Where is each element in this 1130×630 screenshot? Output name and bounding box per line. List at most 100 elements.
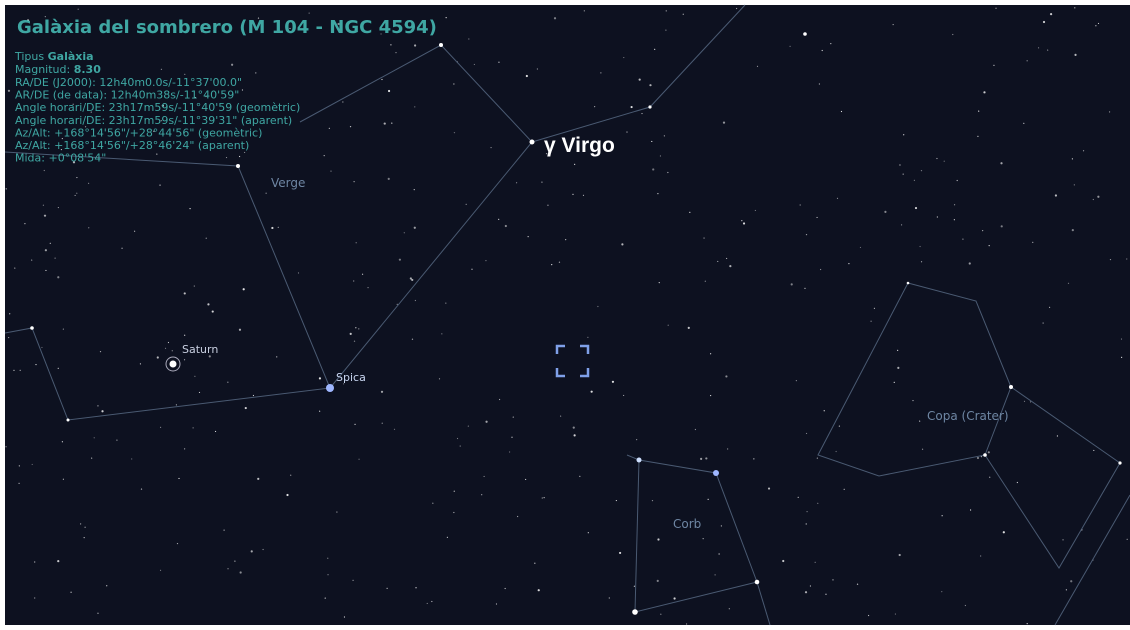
star bbox=[271, 226, 274, 230]
planet-ring bbox=[165, 356, 181, 372]
info-value: 8.30 bbox=[74, 63, 101, 76]
info-line: Magnitud: 8.30 bbox=[15, 63, 101, 76]
star bbox=[707, 498, 709, 500]
star bbox=[91, 457, 93, 459]
star bbox=[1037, 47, 1040, 49]
star bbox=[636, 457, 642, 463]
star bbox=[638, 78, 641, 81]
star bbox=[242, 288, 245, 291]
star bbox=[255, 72, 257, 74]
star bbox=[830, 43, 832, 45]
star bbox=[615, 499, 617, 502]
star bbox=[31, 259, 33, 261]
star bbox=[45, 269, 47, 272]
star bbox=[859, 246, 862, 249]
star bbox=[832, 579, 834, 581]
virgo-line bbox=[299, 44, 533, 389]
star bbox=[227, 568, 229, 570]
star bbox=[941, 515, 943, 517]
star bbox=[160, 68, 163, 70]
info-label: Tipus bbox=[14, 50, 44, 63]
star bbox=[795, 380, 797, 382]
star bbox=[239, 155, 241, 158]
star bbox=[116, 439, 118, 441]
star bbox=[968, 262, 971, 265]
star bbox=[257, 17, 260, 19]
star bbox=[504, 224, 507, 228]
star bbox=[969, 509, 972, 511]
star bbox=[689, 211, 691, 213]
star bbox=[1118, 461, 1122, 465]
star bbox=[184, 334, 186, 336]
star bbox=[665, 10, 667, 12]
star bbox=[717, 260, 719, 263]
star bbox=[541, 497, 543, 499]
star bbox=[964, 604, 966, 607]
star bbox=[324, 597, 326, 599]
star bbox=[131, 458, 133, 460]
star bbox=[741, 220, 743, 222]
star bbox=[99, 351, 102, 353]
star bbox=[700, 457, 703, 460]
star bbox=[565, 239, 567, 241]
star bbox=[42, 204, 45, 206]
star bbox=[756, 65, 759, 67]
star bbox=[936, 216, 938, 218]
star bbox=[76, 192, 78, 194]
star bbox=[244, 151, 246, 154]
star bbox=[241, 89, 244, 91]
star bbox=[805, 234, 808, 236]
star bbox=[41, 346, 43, 349]
star bbox=[66, 418, 70, 422]
star bbox=[358, 458, 360, 460]
star bbox=[9, 313, 11, 315]
star bbox=[90, 111, 92, 113]
star bbox=[654, 48, 656, 50]
star bbox=[897, 349, 899, 351]
star bbox=[1032, 241, 1034, 243]
star bbox=[600, 72, 602, 74]
info-label: Magnitud: bbox=[15, 63, 70, 76]
star bbox=[49, 242, 51, 244]
star bbox=[919, 420, 921, 422]
star bbox=[234, 560, 236, 562]
star bbox=[838, 425, 840, 427]
star bbox=[729, 265, 732, 268]
star bbox=[978, 110, 980, 112]
star bbox=[657, 192, 659, 195]
star bbox=[962, 238, 964, 240]
star bbox=[189, 208, 191, 210]
star bbox=[327, 574, 329, 576]
star bbox=[140, 488, 143, 490]
star bbox=[409, 277, 412, 280]
star bbox=[7, 89, 11, 92]
star bbox=[485, 260, 487, 262]
star bbox=[160, 120, 162, 122]
star bbox=[754, 579, 760, 585]
constellation-label: Corb bbox=[673, 517, 701, 531]
star bbox=[353, 340, 356, 342]
star bbox=[326, 384, 334, 392]
info-line: Angle horari/DE: 23h17m59s/-11°39'31" (a… bbox=[15, 114, 292, 127]
star bbox=[806, 510, 808, 513]
star bbox=[728, 608, 730, 610]
star bbox=[354, 423, 356, 425]
star bbox=[391, 122, 393, 124]
star-label: Spica bbox=[336, 371, 366, 384]
star bbox=[367, 287, 369, 289]
star bbox=[214, 430, 217, 433]
star bbox=[902, 173, 904, 175]
star bbox=[1047, 49, 1049, 51]
star bbox=[982, 230, 984, 232]
star bbox=[198, 391, 201, 394]
star bbox=[167, 341, 170, 344]
star bbox=[1023, 122, 1025, 124]
star bbox=[825, 593, 827, 595]
star bbox=[943, 160, 945, 162]
star bbox=[77, 8, 79, 10]
star bbox=[387, 89, 391, 93]
star bbox=[560, 415, 562, 417]
star bbox=[718, 553, 720, 555]
star bbox=[108, 85, 110, 87]
